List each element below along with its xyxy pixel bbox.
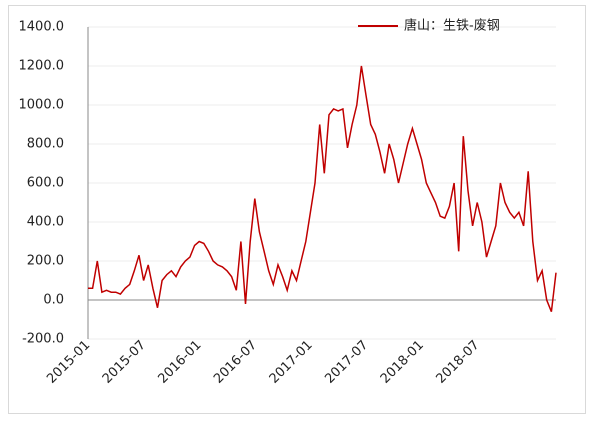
x-tick-label: 2015-07 xyxy=(100,338,149,387)
x-tick-label: 2018-01 xyxy=(378,338,427,387)
x-tick-label: 2017-07 xyxy=(322,338,371,387)
y-tick-label: 600.0 xyxy=(27,176,64,191)
legend-label: 唐山：生铁-废钢 xyxy=(404,18,500,34)
y-tick-label: 1400.0 xyxy=(19,20,65,35)
y-tick-label: -200.0 xyxy=(22,332,64,347)
x-tick-label: 2016-01 xyxy=(155,338,204,387)
y-tick-label: 0.0 xyxy=(43,293,64,308)
y-tick-label: 200.0 xyxy=(27,254,64,269)
y-tick-label: 400.0 xyxy=(27,215,64,230)
y-tick-label: 800.0 xyxy=(27,137,64,152)
y-tick-label: 1200.0 xyxy=(19,59,65,74)
chart-border xyxy=(8,5,586,414)
x-tick-label: 2018-07 xyxy=(434,338,483,387)
x-tick-label: 2016-07 xyxy=(211,338,260,387)
y-tick-label: 1000.0 xyxy=(19,98,65,113)
line-series xyxy=(88,65,557,312)
x-tick-label: 2017-01 xyxy=(267,338,316,387)
